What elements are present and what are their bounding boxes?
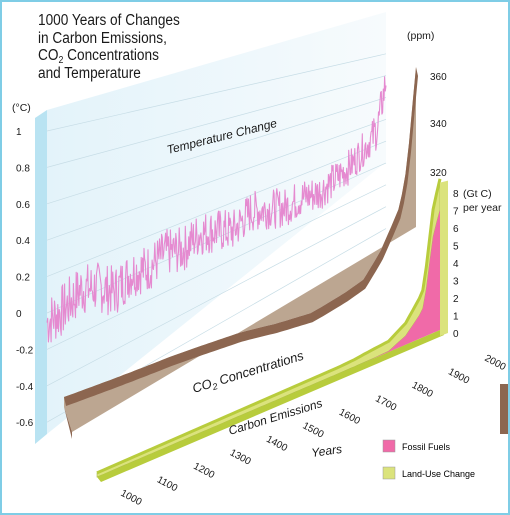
temperature-tick-label: -0.4 — [16, 382, 34, 393]
emissions-unit-2: per year — [463, 202, 502, 214]
year-tick-label: 1400 — [264, 434, 289, 454]
legend-swatch — [382, 439, 396, 453]
chart-title: 1000 Years of Changes in Carbon Emission… — [38, 12, 180, 82]
temperature-tick-label: 0.6 — [16, 200, 30, 211]
title-line-1: 1000 Years of Changes — [38, 12, 180, 29]
co2-front-edge — [64, 407, 72, 439]
co2-label-subscript: 2 — [210, 381, 219, 392]
temperature-tick-label: -0.6 — [16, 418, 34, 429]
co2-tick-label: 320 — [430, 168, 447, 179]
background-layer — [35, 12, 508, 444]
emissions-tick-label: 0 — [453, 329, 459, 340]
landuse-edge — [96, 178, 442, 475]
temperature-gridline — [46, 140, 387, 277]
co2-label-part: CO — [190, 376, 213, 396]
title-line-3: CO2 Concentrations — [38, 47, 159, 66]
year-tick-label: 1500 — [301, 420, 326, 440]
year-tick-label: 1700 — [373, 393, 398, 413]
temperature-tick-label: 0.4 — [16, 236, 30, 247]
temperature-gridline — [46, 206, 387, 387]
title-line-2: in Carbon Emissions, — [38, 29, 167, 47]
temperature-series-line — [46, 76, 387, 343]
emissions-end-wall — [440, 180, 448, 336]
year-tick-label: 1600 — [337, 407, 362, 427]
co2-tick-label: 340 — [430, 119, 447, 130]
year-tick-label: 2000 — [483, 353, 508, 373]
temperature-tick-label: 0.2 — [16, 273, 30, 284]
temperature-tick-label: 0.8 — [16, 163, 30, 174]
emissions-tick-label: 6 — [453, 224, 459, 235]
legend-label: Fossil Fuels — [402, 442, 451, 452]
temperature-wall — [47, 12, 386, 434]
year-tick-label: 1900 — [446, 366, 471, 386]
temperature-gridline — [46, 97, 387, 205]
emissions-tick-label: 5 — [453, 242, 459, 253]
temperature-tick-label: 0 — [16, 309, 22, 320]
year-tick-label: 1300 — [228, 447, 253, 467]
emissions-tick-label: 8 — [453, 189, 459, 200]
legend-swatch — [382, 466, 396, 480]
temperature-gridline — [46, 184, 387, 350]
year-tick-label: 1200 — [191, 461, 216, 481]
x-axis-label: Years — [310, 442, 342, 460]
emissions-tick-label: 2 — [453, 294, 459, 305]
right-edge-tab — [500, 384, 508, 434]
emissions-base-strip — [97, 330, 444, 482]
title-subscript: 2 — [58, 55, 64, 66]
emissions-tick-label: 3 — [453, 277, 459, 288]
emissions-tick-label: 4 — [453, 259, 459, 270]
temperature-tick-label: 1 — [16, 127, 22, 138]
co2-tick-label: 360 — [430, 72, 447, 83]
title-line-4: and Temperature — [38, 64, 141, 82]
temperature-tick-label: -0.2 — [16, 345, 34, 356]
emissions-layer — [96, 178, 448, 482]
temperature-wall-edge — [35, 110, 47, 444]
year-tick-label: 1000 — [119, 488, 144, 508]
co2-ribbon-top — [64, 67, 418, 406]
co2-unit: (ppm) — [407, 30, 434, 42]
temperature-gridline — [46, 75, 387, 168]
co2-label-part: Concentrations — [214, 348, 306, 389]
emissions-tick-label: 7 — [453, 207, 459, 218]
emissions-unit: (Gt C) — [463, 188, 492, 200]
temperature-gridline — [46, 53, 387, 132]
temperature-gridline — [46, 118, 387, 241]
emissions-tick-label: 1 — [453, 312, 459, 323]
year-tick-label: 1100 — [155, 474, 180, 494]
co2-layer — [64, 67, 418, 439]
co2-face — [64, 67, 416, 432]
year-tick-label: 1800 — [410, 380, 435, 400]
temperature-unit: (°C) — [12, 102, 31, 114]
legend-label: Land-Use Change — [402, 469, 475, 479]
temperature-layer — [46, 76, 387, 343]
